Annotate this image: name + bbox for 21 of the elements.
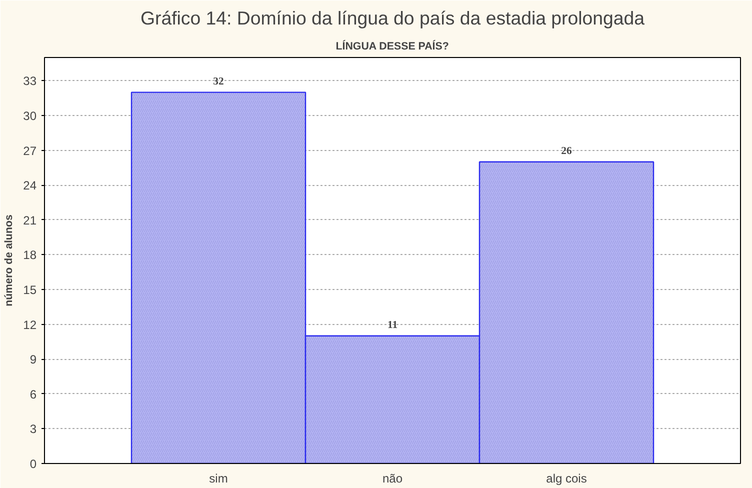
data-label: 32	[213, 76, 224, 88]
data-label: 11	[387, 320, 398, 331]
y-tick-label: 33	[23, 74, 37, 88]
y-tick-label: 9	[30, 352, 37, 367]
y-tick-label: 24	[23, 178, 37, 193]
x-tick-label: sim	[209, 472, 228, 486]
y-tick-label: 0	[30, 457, 37, 471]
y-tick-label: 3	[30, 422, 37, 436]
y-tick-label: 18	[23, 248, 37, 262]
chart-title: Gráfico 14: Domínio da língua do país da estadia prolongada	[140, 8, 646, 28]
y-tick-label: 15	[23, 283, 37, 297]
y-tick-label: 6	[30, 387, 37, 402]
y-tick-label: 12	[23, 318, 37, 332]
y-axis-title: número de alunos	[3, 214, 16, 306]
data-label: 26	[561, 146, 572, 157]
x-tick-label: alg cois	[546, 472, 587, 486]
x-tick-label: não	[382, 472, 403, 486]
y-tick-label: 30	[23, 109, 37, 123]
y-tick-label: 27	[23, 144, 37, 158]
chart-subtitle: LÍNGUA DESSE PAÍS?	[336, 40, 449, 52]
y-tick-label: 21	[23, 213, 37, 228]
